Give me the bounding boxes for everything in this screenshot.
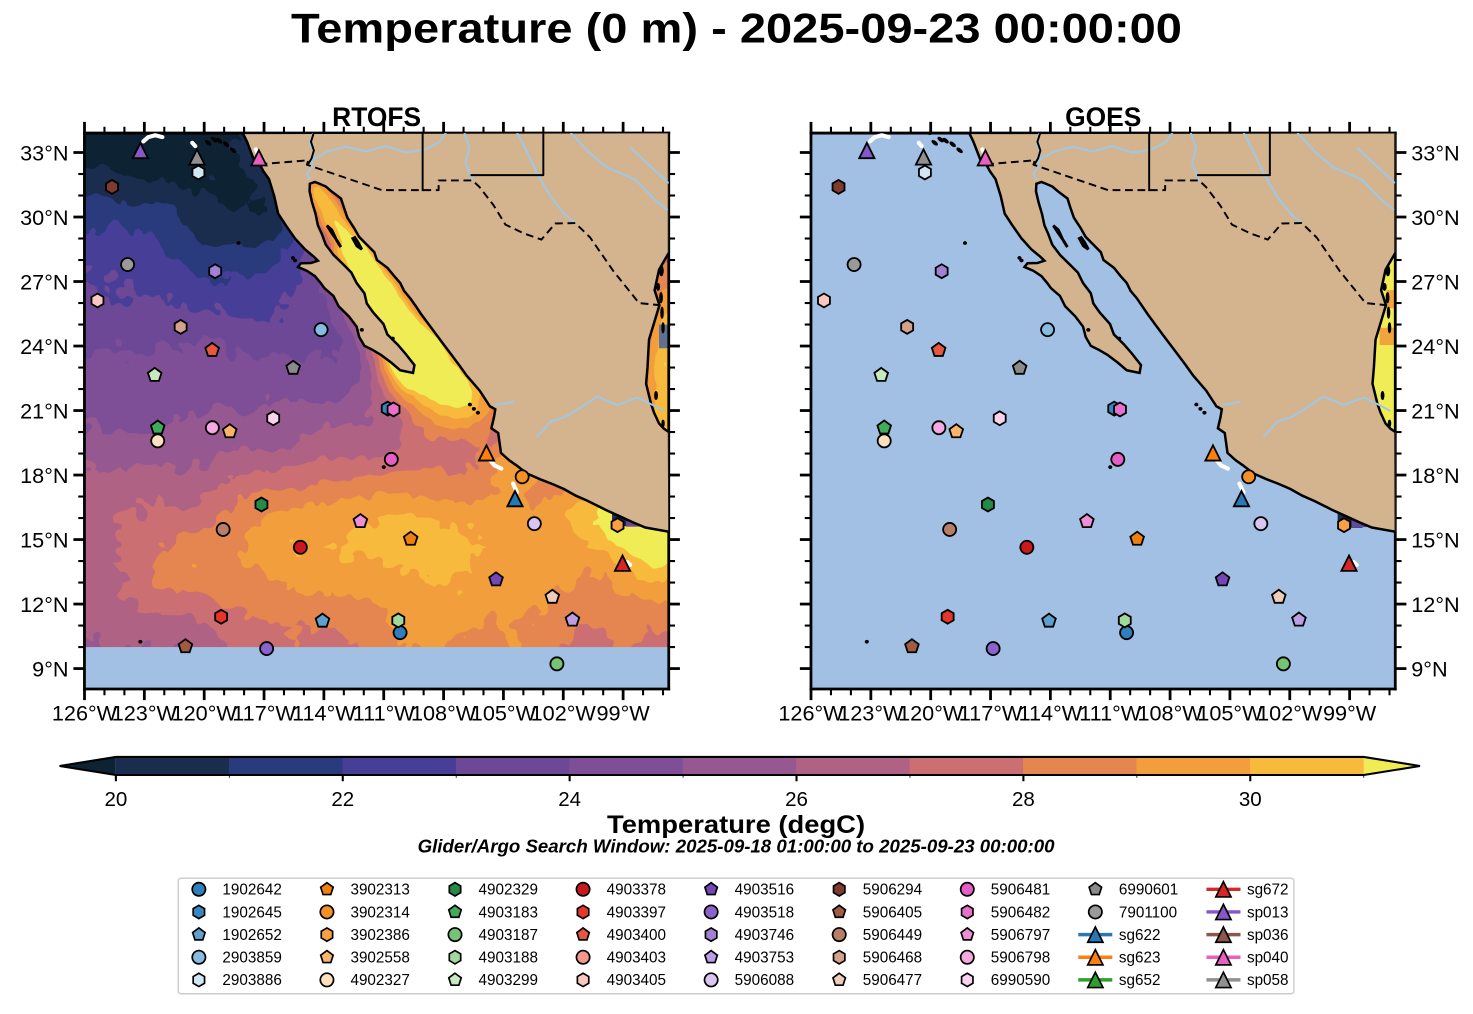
svg-text:4903188: 4903188 [479,950,538,967]
svg-text:5906798: 5906798 [991,950,1050,967]
svg-text:Glider/Argo Search Window: 202: Glider/Argo Search Window: 2025-09-18 01… [418,836,1055,856]
svg-text:30°N: 30°N [1411,205,1459,230]
svg-text:6990601: 6990601 [1119,882,1178,899]
svg-text:GOES: GOES [1065,102,1141,132]
svg-text:21°N: 21°N [20,398,68,423]
svg-text:108°W: 108°W [1137,701,1203,726]
svg-text:30°N: 30°N [20,205,68,230]
svg-text:18°N: 18°N [1411,463,1459,488]
svg-text:9°N: 9°N [1411,656,1447,681]
svg-text:4902329: 4902329 [479,882,538,899]
svg-text:sp040: sp040 [1247,950,1289,967]
svg-text:99°W: 99°W [597,701,651,726]
svg-text:4903400: 4903400 [607,927,666,944]
svg-text:5906477: 5906477 [863,972,922,989]
svg-text:30: 30 [1239,788,1262,811]
svg-text:Temperature (degC): Temperature (degC) [607,811,865,839]
svg-text:114°W: 114°W [292,701,356,726]
svg-text:111°W: 111°W [1079,701,1142,726]
svg-text:sg672: sg672 [1247,882,1289,899]
svg-text:7901100: 7901100 [1119,904,1177,921]
svg-text:105°W: 105°W [471,701,537,726]
svg-text:102°W: 102°W [531,701,597,726]
svg-text:4903403: 4903403 [607,950,666,967]
svg-text:12°N: 12°N [20,592,68,617]
svg-text:111°W: 111°W [353,701,416,726]
svg-text:1902642: 1902642 [222,882,281,899]
svg-text:2903886: 2903886 [222,972,281,989]
svg-text:123°W: 123°W [112,701,178,726]
svg-text:126°W: 126°W [778,701,844,726]
svg-text:33°N: 33°N [20,140,68,165]
svg-text:sp036: sp036 [1247,927,1289,944]
svg-text:3902314: 3902314 [350,904,410,921]
svg-text:4903746: 4903746 [735,927,794,944]
svg-text:18°N: 18°N [20,463,68,488]
svg-text:20: 20 [104,788,127,811]
svg-text:5906481: 5906481 [991,882,1050,899]
svg-text:120°W: 120°W [898,701,964,726]
svg-text:126°W: 126°W [52,701,118,726]
svg-text:3902313: 3902313 [350,882,409,899]
svg-text:1902645: 1902645 [222,904,281,921]
svg-text:9°N: 9°N [32,656,68,681]
svg-text:4903518: 4903518 [735,904,794,921]
svg-text:5906797: 5906797 [991,927,1050,944]
svg-text:5906468: 5906468 [863,950,922,967]
svg-text:4903378: 4903378 [607,882,666,899]
svg-text:114°W: 114°W [1019,701,1083,726]
svg-text:24°N: 24°N [1411,334,1459,359]
svg-text:99°W: 99°W [1323,701,1377,726]
svg-text:15°N: 15°N [20,527,68,552]
svg-text:4903183: 4903183 [479,904,538,921]
svg-text:24°N: 24°N [20,334,68,359]
svg-text:4903405: 4903405 [607,972,666,989]
svg-text:4903397: 4903397 [607,904,666,921]
svg-text:4903299: 4903299 [479,972,538,989]
svg-text:4903187: 4903187 [479,927,538,944]
svg-text:5906294: 5906294 [863,882,923,899]
svg-text:105°W: 105°W [1197,701,1263,726]
svg-text:28: 28 [1012,788,1035,811]
svg-text:5906405: 5906405 [863,904,922,921]
svg-text:Temperature (0 m) - 2025-09-23: Temperature (0 m) - 2025-09-23 00:00:00 [291,5,1182,52]
svg-text:4903753: 4903753 [735,950,794,967]
svg-text:5906088: 5906088 [735,972,794,989]
svg-text:21°N: 21°N [1411,398,1459,423]
svg-text:22: 22 [331,788,354,811]
svg-text:15°N: 15°N [1411,527,1459,552]
svg-text:sg623: sg623 [1119,950,1161,967]
svg-text:120°W: 120°W [172,701,238,726]
svg-text:123°W: 123°W [838,701,904,726]
svg-text:117°W: 117°W [232,701,296,726]
svg-text:sg622: sg622 [1119,927,1161,944]
svg-text:5906449: 5906449 [863,927,922,944]
svg-text:3902386: 3902386 [350,927,409,944]
svg-text:sp013: sp013 [1247,904,1289,921]
svg-text:33°N: 33°N [1411,140,1459,165]
svg-text:5906482: 5906482 [991,904,1050,921]
svg-text:sp058: sp058 [1247,972,1289,989]
svg-text:12°N: 12°N [1411,592,1459,617]
svg-text:108°W: 108°W [411,701,477,726]
svg-text:102°W: 102°W [1257,701,1323,726]
svg-text:sg652: sg652 [1119,972,1161,989]
svg-text:6990590: 6990590 [991,972,1050,989]
svg-text:4902327: 4902327 [350,972,409,989]
svg-text:26: 26 [785,788,808,811]
svg-text:3902558: 3902558 [350,950,409,967]
svg-text:24: 24 [558,788,581,811]
svg-text:27°N: 27°N [20,269,68,294]
svg-text:117°W: 117°W [959,701,1023,726]
svg-text:2903859: 2903859 [222,950,281,967]
svg-text:27°N: 27°N [1411,269,1459,294]
svg-text:RTOFS: RTOFS [332,102,421,132]
svg-text:1902652: 1902652 [222,927,281,944]
svg-text:4903516: 4903516 [735,882,794,899]
